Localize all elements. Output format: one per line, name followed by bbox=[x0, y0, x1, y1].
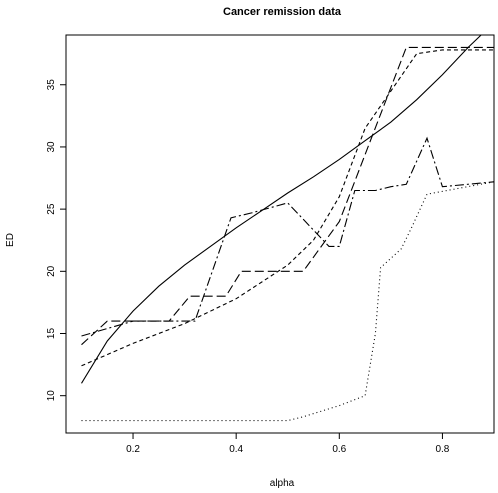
x-tick-label: 0.6 bbox=[332, 444, 346, 455]
series-line-4 bbox=[81, 136, 495, 337]
y-tick-label: 25 bbox=[46, 203, 57, 215]
y-tick-label: 15 bbox=[46, 328, 57, 340]
series-line-3 bbox=[81, 49, 494, 367]
y-tick-label: 20 bbox=[46, 265, 57, 277]
series-layer bbox=[81, 34, 495, 422]
x-tick-label: 0.8 bbox=[435, 444, 449, 455]
x-tick-label: 0.2 bbox=[126, 444, 140, 455]
y-axis-label: ED bbox=[5, 233, 16, 247]
series-line-1 bbox=[81, 34, 482, 384]
y-tick-label: 10 bbox=[46, 390, 57, 402]
x-tick-label: 0.4 bbox=[229, 444, 243, 455]
y-tick-label: 35 bbox=[46, 79, 57, 91]
y-axis: 10 15 20 25 30 35 bbox=[46, 79, 66, 401]
x-axis: 0.2 0.4 0.6 0.8 bbox=[126, 433, 450, 455]
y-tick-label: 30 bbox=[46, 141, 57, 153]
x-axis-label: alpha bbox=[270, 478, 295, 489]
series-line-2 bbox=[81, 46, 494, 346]
chart-title: Cancer remission data bbox=[223, 6, 342, 18]
plot-area bbox=[65, 34, 495, 434]
